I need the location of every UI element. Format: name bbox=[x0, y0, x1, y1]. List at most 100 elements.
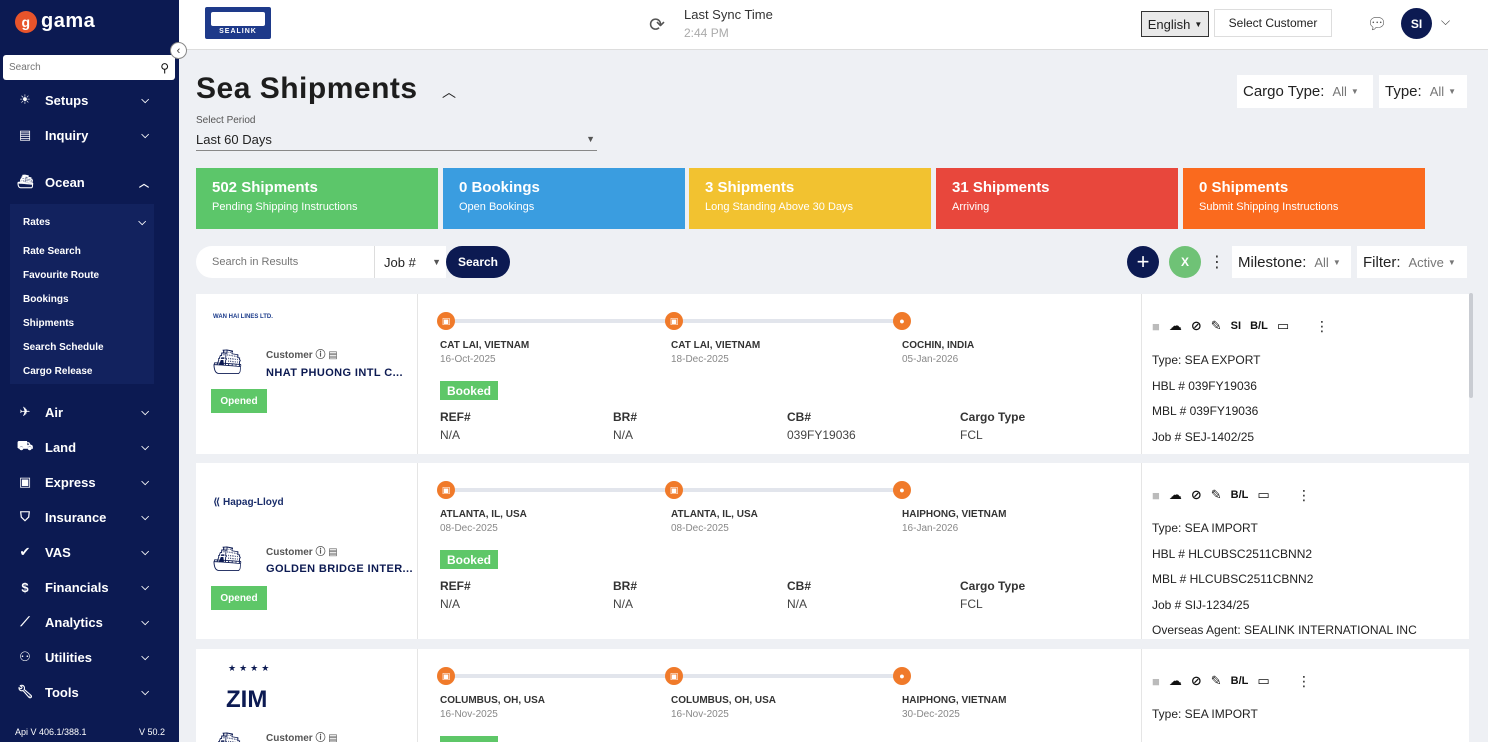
avatar[interactable]: SI bbox=[1401, 8, 1432, 39]
sidebar-item-ocean[interactable]: ⛴ Ocean ︿ bbox=[0, 168, 179, 196]
cb-value: N/A bbox=[787, 597, 808, 611]
submenu-item-rates[interactable]: Rates ⌵ bbox=[10, 208, 154, 236]
sidebar-item-label: Setups bbox=[45, 92, 89, 108]
submenu-item-cargo-release[interactable]: Cargo Release bbox=[23, 366, 93, 377]
sync-icon[interactable]: ⟳ bbox=[649, 15, 665, 36]
destination-location: HAIPHONG, VIETNAM bbox=[902, 695, 1007, 706]
sidebar-item-tools[interactable]: 🔧︎ Tools ⌵ bbox=[0, 678, 179, 706]
shipment-card[interactable]: ★★★★ ZIM ⛴ Customer ⓘ ▤ ▣ ▣ ● COLUMBUS, … bbox=[196, 649, 1469, 742]
company-logo-text: SEALINK bbox=[219, 27, 257, 35]
shipment-detail-panel: ■ ☁ ⊘ ✎ B/L ▭ ⋮ Type: SEA IMPORT bbox=[1141, 649, 1469, 742]
cloud-upload-icon[interactable]: ☁ bbox=[1168, 318, 1182, 333]
ref-label: REF# bbox=[440, 579, 471, 593]
language-select[interactable]: English ▼ bbox=[1141, 11, 1209, 37]
more-options-icon[interactable]: ⋮ bbox=[1297, 487, 1311, 503]
results-search-input[interactable] bbox=[212, 256, 362, 268]
comment-icon[interactable]: ▭ bbox=[1276, 318, 1290, 333]
folder-icon[interactable]: ■ bbox=[1152, 318, 1160, 334]
truck-icon: ⛟ bbox=[16, 438, 34, 453]
sidebar-item-label: Insurance bbox=[45, 509, 107, 525]
sidebar-item-inquiry[interactable]: ▤ Inquiry ⌵ bbox=[0, 121, 179, 149]
edit-icon[interactable]: ✎ bbox=[1210, 318, 1222, 333]
chevron-up-icon: ︿ bbox=[139, 178, 149, 190]
stat-card-long-standing[interactable]: 3 Shipments Long Standing Above 30 Days bbox=[689, 168, 931, 229]
shipment-card[interactable]: ⟪ Hapag-Lloyd ⛴ Customer ⓘ ▤ GOLDEN BRID… bbox=[196, 463, 1469, 639]
port-date: 08-Dec-2025 bbox=[671, 523, 729, 534]
scrollbar-thumb[interactable] bbox=[1469, 293, 1473, 398]
cloud-upload-icon[interactable]: ☁ bbox=[1168, 487, 1182, 502]
search-field-select[interactable]: Job # ▼ bbox=[374, 246, 446, 278]
submenu-item-favourite-route[interactable]: Favourite Route bbox=[23, 270, 100, 281]
sidebar-collapse-button[interactable]: ‹ bbox=[170, 42, 187, 59]
plus-icon: + bbox=[1136, 249, 1150, 274]
hapag-lloyd-logo-icon: ⟪ bbox=[213, 497, 221, 508]
chevron-down-icon: ⌵ bbox=[141, 94, 149, 106]
stat-card-pending-si[interactable]: 502 Shipments Pending Shipping Instructi… bbox=[196, 168, 438, 229]
chevron-down-icon: ⌵ bbox=[141, 511, 149, 523]
trend-line-icon: ⟋ bbox=[20, 614, 30, 629]
search-icon[interactable]: ⚲ bbox=[160, 60, 169, 75]
stat-card-submit-si[interactable]: 0 Shipments Submit Shipping Instructions bbox=[1183, 168, 1425, 229]
app-logo[interactable]: g gama bbox=[15, 10, 95, 33]
excel-export-button[interactable]: X bbox=[1169, 246, 1201, 278]
more-options-icon[interactable]: ⋮ bbox=[1209, 254, 1225, 271]
search-button[interactable]: Search bbox=[446, 246, 510, 278]
chevron-down-icon[interactable]: ⌵ bbox=[1441, 14, 1451, 28]
edit-icon[interactable]: ✎ bbox=[1210, 673, 1222, 688]
cloud-upload-icon[interactable]: ☁ bbox=[1168, 673, 1182, 688]
destination-location: HAIPHONG, VIETNAM bbox=[902, 509, 1007, 520]
folder-icon[interactable]: ■ bbox=[1152, 487, 1160, 503]
bl-button[interactable]: B/L bbox=[1250, 320, 1268, 332]
cargo-type-label: Cargo Type bbox=[960, 579, 1026, 593]
comment-icon[interactable]: ▭ bbox=[1257, 487, 1270, 502]
more-options-icon[interactable]: ⋮ bbox=[1315, 318, 1329, 334]
sidebar-item-express[interactable]: ▣ Express ⌵ bbox=[0, 468, 179, 496]
customer-name[interactable]: GOLDEN BRIDGE INTER... bbox=[266, 563, 413, 575]
bl-button[interactable]: B/L bbox=[1230, 489, 1249, 501]
job-number: Job # SIJ-1234/25 bbox=[1152, 598, 1250, 612]
sidebar-item-utilities[interactable]: ⚇ Utilities ⌵ bbox=[0, 643, 179, 671]
type-filter[interactable]: Type: All ▼ bbox=[1379, 75, 1467, 108]
period-select[interactable]: Last 60 Days ▼ bbox=[196, 128, 597, 151]
sidebar-search-input[interactable] bbox=[9, 62, 139, 73]
select-customer-button[interactable]: Select Customer bbox=[1214, 9, 1332, 37]
ship-icon: ⛴ bbox=[212, 349, 243, 376]
folder-icon[interactable]: ■ bbox=[1152, 673, 1160, 689]
stat-caption: Pending Shipping Instructions bbox=[212, 201, 358, 213]
sidebar-item-financials[interactable]: $ Financials ⌵ bbox=[0, 573, 179, 601]
sidebar-item-setups[interactable]: ☀ Setups ⌵ bbox=[0, 86, 179, 114]
submenu-item-search-schedule[interactable]: Search Schedule bbox=[23, 342, 104, 353]
add-shipment-button[interactable]: + bbox=[1127, 246, 1159, 278]
submenu-item-shipments[interactable]: Shipments bbox=[23, 318, 75, 329]
sidebar-item-air[interactable]: ✈ Air ⌵ bbox=[0, 398, 179, 426]
status-filter[interactable]: Filter: Active ▼ bbox=[1357, 246, 1467, 278]
cargo-type-filter[interactable]: Cargo Type: All ▼ bbox=[1237, 75, 1373, 108]
period-value: Last 60 Days bbox=[196, 131, 272, 147]
sidebar-item-analytics[interactable]: ⟋ Analytics ⌵ bbox=[0, 608, 179, 636]
location-off-icon[interactable]: ⊘ bbox=[1190, 487, 1202, 502]
customer-name[interactable]: NHAT PHUONG INTL C... bbox=[266, 367, 403, 379]
location-off-icon[interactable]: ⊘ bbox=[1190, 673, 1202, 688]
hbl-number: HBL # 039FY19036 bbox=[1152, 379, 1257, 393]
location-off-icon[interactable]: ⊘ bbox=[1190, 318, 1202, 333]
submenu-item-rate-search[interactable]: Rate Search bbox=[23, 246, 81, 257]
submenu-item-bookings[interactable]: Bookings bbox=[23, 294, 69, 305]
origin-icon: ▣ bbox=[437, 667, 455, 685]
milestone-filter[interactable]: Milestone: All ▼ bbox=[1232, 246, 1351, 278]
ref-value: N/A bbox=[440, 597, 461, 611]
sidebar-item-insurance[interactable]: ⛉ Insurance ⌵ bbox=[0, 503, 179, 531]
bl-button[interactable]: B/L bbox=[1230, 675, 1249, 687]
caret-down-icon: ▼ bbox=[1194, 19, 1203, 29]
chevron-up-icon[interactable]: ︿ bbox=[442, 84, 456, 100]
sidebar-item-land[interactable]: ⛟ Land ⌵ bbox=[0, 433, 179, 461]
stat-card-arriving[interactable]: 31 Shipments Arriving bbox=[936, 168, 1178, 229]
more-options-icon[interactable]: ⋮ bbox=[1297, 673, 1311, 689]
chat-icon[interactable]: 💬︎ bbox=[1367, 16, 1388, 33]
edit-icon[interactable]: ✎ bbox=[1210, 487, 1222, 502]
sidebar-item-vas[interactable]: ✔ VAS ⌵ bbox=[0, 538, 179, 566]
shipment-card[interactable]: WAN HAI LINES LTD. ⛴ Customer ⓘ ▤ NHAT P… bbox=[196, 294, 1469, 454]
chevron-down-icon: ⌵ bbox=[141, 581, 149, 593]
comment-icon[interactable]: ▭ bbox=[1257, 673, 1270, 688]
stat-card-open-bookings[interactable]: 0 Bookings Open Bookings bbox=[443, 168, 685, 229]
si-button[interactable]: SI bbox=[1230, 320, 1242, 332]
